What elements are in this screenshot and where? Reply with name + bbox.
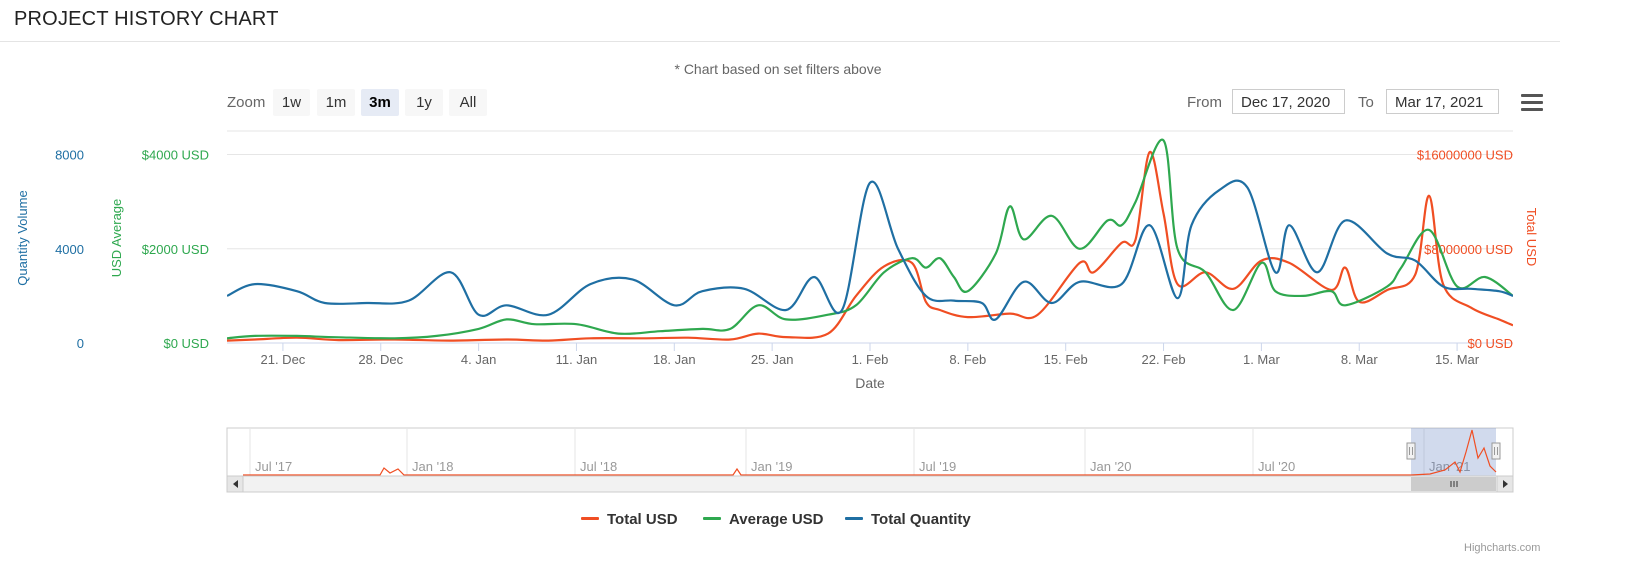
total-axis-tick: $0 USD [1467, 336, 1513, 351]
legend-label: Average USD [729, 511, 824, 528]
legend-swatch [845, 516, 863, 520]
x-tick-label: 15. Feb [1044, 352, 1088, 367]
navigator-tick-label: Jan '19 [751, 459, 793, 474]
x-tick-label: 8. Feb [949, 352, 986, 367]
navigator-tick-label: Jul '19 [919, 459, 956, 474]
navigator-tick-label: Jul '17 [255, 459, 292, 474]
legend-label: Total Quantity [871, 511, 971, 528]
title-divider [0, 41, 1560, 42]
zoom-all-button[interactable]: All [449, 89, 487, 116]
from-date-input[interactable]: Dec 17, 2020 [1232, 89, 1345, 114]
average-axis-tick: $0 USD [163, 336, 209, 351]
legend-total-quantity[interactable]: Total Quantity [845, 511, 971, 528]
x-tick-label: 15. Mar [1435, 352, 1480, 367]
quantity-axis-title: Quantity Volume [15, 190, 30, 285]
navigator-selection [1411, 428, 1496, 476]
hamburger-menu-icon[interactable] [1521, 94, 1543, 114]
average-axis-tick: $2000 USD [142, 242, 209, 257]
series-line-total-usd [227, 151, 1513, 342]
series-line-total-quantity [227, 179, 1513, 321]
scrollbar-track [226, 475, 1514, 493]
x-tick-label: 11. Jan [556, 352, 598, 367]
zoom-label: Zoom [227, 94, 266, 111]
x-tick-label: 25. Jan [751, 352, 794, 367]
series-layer [227, 138, 1513, 342]
navigator-scrollbar[interactable] [226, 475, 1514, 493]
x-tick-label: 8. Mar [1341, 352, 1379, 367]
navigator-tick-label: Jan '20 [1090, 459, 1132, 474]
x-tick-label: 22. Feb [1141, 352, 1185, 367]
legend-swatch [581, 516, 599, 520]
to-date-input[interactable]: Mar 17, 2021 [1386, 89, 1499, 114]
legend-total-usd[interactable]: Total USD [581, 511, 678, 528]
scroll-left-arrow-icon [233, 480, 238, 488]
x-tick-label: 4. Jan [461, 352, 496, 367]
from-label: From [1187, 94, 1222, 111]
axis-labels: 0 4000 8000 $0 USD $2000 USD $4000 USD $0 USD $… [15, 148, 1539, 351]
x-tick-label: 1. Mar [1243, 352, 1281, 367]
navigator-tick-label: Jul '18 [580, 459, 617, 474]
handle-body [1406, 442, 1416, 460]
legend-label: Total USD [607, 511, 678, 528]
average-axis-title: USD Average [109, 199, 124, 278]
chart-subtitle: * Chart based on set filters above [674, 61, 882, 77]
navigator-left-handle[interactable] [1406, 442, 1416, 460]
total-axis-title: Total USD [1524, 208, 1539, 267]
navigator[interactable]: Jul '17 Jan '18 Jul '18 Jan '19 Jul '19 Jan '… [226, 427, 1514, 493]
scroll-right-arrow-icon [1503, 480, 1508, 488]
to-label: To [1358, 94, 1374, 111]
x-axis-title: Date [855, 375, 885, 391]
x-axis-ticks: 21. Dec 28. Dec 4. Jan 11. Jan 18. Jan 25. Ja… [261, 343, 1480, 391]
grid-lines [227, 130, 1513, 344]
x-tick-label: 28. Dec [358, 352, 403, 367]
series-line-average-usd [227, 138, 1513, 340]
x-tick-label: 21. Dec [261, 352, 306, 367]
zoom-1m-button[interactable]: 1m [317, 89, 355, 116]
legend-average-usd[interactable]: Average USD [703, 511, 823, 528]
navigator-tick-label: Jul '20 [1258, 459, 1295, 474]
average-axis-tick: $4000 USD [142, 148, 209, 163]
quantity-axis-tick: 8000 [55, 148, 84, 163]
zoom-1y-button[interactable]: 1y [405, 89, 443, 116]
legend-swatch [703, 516, 721, 520]
navigator-frame [226, 427, 1514, 477]
navigator-tick-label: Jan '18 [412, 459, 454, 474]
total-axis-tick: $16000000 USD [1417, 148, 1513, 163]
x-tick-label: 18. Jan [653, 352, 696, 367]
quantity-axis-tick: 4000 [55, 242, 84, 257]
navigator-series-line [243, 429, 1497, 476]
zoom-3m-button[interactable]: 3m [361, 89, 399, 116]
credits-link[interactable]: Highcharts.com [1464, 542, 1541, 554]
total-axis-tick: $8000000 USD [1424, 242, 1513, 257]
x-tick-label: 1. Feb [852, 352, 889, 367]
quantity-axis-tick: 0 [77, 336, 84, 351]
zoom-1w-button[interactable]: 1w [273, 89, 310, 116]
handle-body [1491, 442, 1501, 460]
navigator-right-handle[interactable] [1491, 442, 1501, 460]
page-title: PROJECT HISTORY CHART [14, 8, 279, 30]
